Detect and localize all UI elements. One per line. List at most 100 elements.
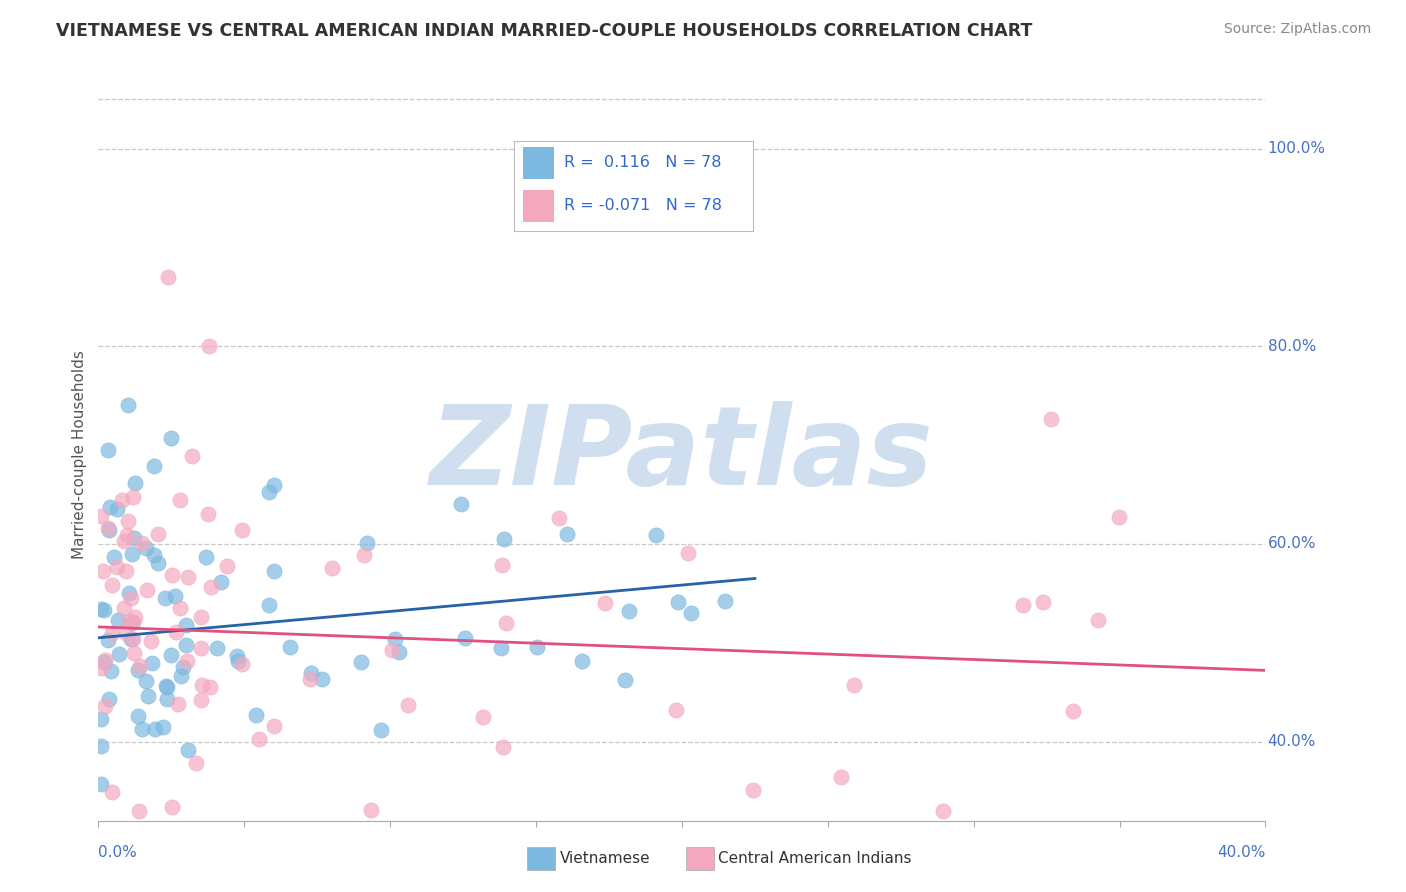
Point [247, 731, 270, 746]
Point [495, 615, 517, 630]
Point [117, 528, 139, 542]
Point [100, 664, 122, 678]
Text: Source: ZipAtlas.com: Source: ZipAtlas.com [1223, 22, 1371, 37]
Point [131, 536, 153, 550]
Point [932, 804, 955, 818]
Point [160, 648, 183, 662]
Point [146, 556, 169, 570]
Point [195, 549, 218, 564]
Point [209, 575, 232, 590]
Point [1108, 509, 1130, 524]
Point [593, 596, 616, 610]
Point [298, 672, 321, 686]
Text: 40.0%: 40.0% [1218, 846, 1265, 861]
Point [136, 690, 159, 704]
Point [108, 648, 131, 662]
Point [157, 270, 180, 285]
Point [678, 547, 700, 561]
Point [1032, 595, 1054, 609]
Point [114, 564, 136, 578]
Point [190, 693, 212, 707]
Point [169, 492, 191, 507]
Text: ZIPatlas: ZIPatlas [430, 401, 934, 508]
Text: 60.0%: 60.0% [1268, 536, 1316, 551]
Point [231, 657, 253, 671]
Point [121, 548, 143, 562]
Point [174, 618, 197, 632]
Point [97, 633, 120, 648]
Point [844, 678, 866, 692]
Point [225, 649, 247, 664]
Point [112, 534, 135, 549]
Point [90, 739, 112, 753]
Point [278, 640, 301, 654]
Point [100, 500, 122, 514]
Point [169, 601, 191, 615]
Point [135, 541, 157, 555]
Point [101, 578, 124, 592]
Point [165, 624, 187, 639]
Point [263, 477, 285, 491]
Text: 100.0%: 100.0% [1268, 141, 1326, 156]
Y-axis label: Married-couple Households: Married-couple Households [72, 351, 87, 559]
Point [190, 641, 212, 656]
Point [198, 680, 221, 694]
Point [127, 708, 149, 723]
Point [492, 740, 515, 755]
Point [353, 548, 375, 562]
Point [177, 743, 200, 757]
Point [165, 589, 187, 603]
Point [93, 655, 115, 669]
Point [571, 654, 593, 668]
Point [184, 756, 207, 771]
Point [90, 602, 112, 616]
Point [1062, 704, 1084, 718]
Point [381, 642, 404, 657]
Point [190, 678, 212, 692]
Point [90, 777, 112, 791]
Point [156, 692, 179, 706]
Point [117, 514, 139, 528]
Point [156, 680, 179, 694]
Point [155, 679, 177, 693]
Point [111, 493, 134, 508]
Point [454, 632, 477, 646]
Point [197, 507, 219, 521]
Text: Vietnamese: Vietnamese [560, 852, 650, 866]
Point [257, 484, 280, 499]
Point [97, 521, 120, 535]
Point [299, 665, 322, 680]
Point [360, 803, 382, 817]
Point [124, 610, 146, 624]
Point [115, 626, 138, 640]
Point [181, 449, 204, 463]
Point [160, 567, 183, 582]
Point [257, 599, 280, 613]
Text: 40.0%: 40.0% [1268, 734, 1316, 749]
Point [97, 443, 120, 458]
Point [830, 771, 852, 785]
Text: 80.0%: 80.0% [1268, 339, 1316, 354]
Point [93, 653, 115, 667]
Point [135, 583, 157, 598]
Point [492, 532, 515, 546]
Point [311, 672, 333, 686]
Point [121, 615, 143, 629]
Point [101, 785, 124, 799]
Point [90, 508, 112, 523]
Point [1087, 613, 1109, 627]
Point [107, 613, 129, 627]
Point [127, 663, 149, 677]
Point [263, 564, 285, 578]
Point [146, 527, 169, 541]
Point [450, 497, 472, 511]
Point [741, 783, 763, 797]
Point [217, 559, 239, 574]
Point [665, 703, 688, 717]
Text: R = -0.071   N = 78: R = -0.071 N = 78 [564, 198, 721, 213]
Point [356, 535, 378, 549]
Point [177, 570, 200, 584]
Point [384, 632, 406, 646]
Point [122, 490, 145, 504]
Point [135, 673, 157, 688]
